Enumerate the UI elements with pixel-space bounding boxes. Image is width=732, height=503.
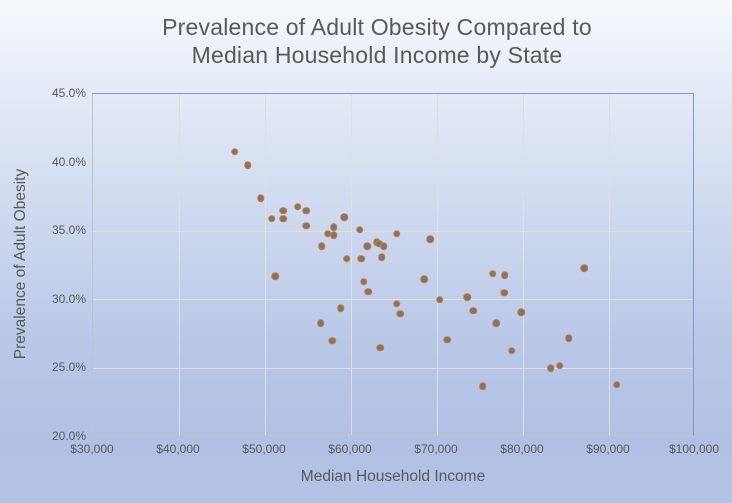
data-point-marker: [478, 382, 487, 390]
data-point-marker: [392, 300, 401, 308]
data-point-marker: [379, 242, 388, 251]
vertical-gridline: [522, 94, 524, 435]
data-point-marker: [302, 206, 311, 215]
x-axis-tick-label: $60,000: [328, 442, 372, 456]
data-point-marker: [317, 319, 325, 327]
data-point-marker: [546, 364, 555, 373]
data-point-marker: [330, 231, 338, 240]
horizontal-gridline: [93, 162, 693, 164]
x-axis-title: Median Household Income: [300, 468, 486, 485]
data-point-marker: [268, 215, 276, 223]
y-axis-tick-label: 25.0%: [51, 360, 86, 375]
data-point-marker: [435, 296, 444, 304]
x-axis-tick-label: $100,000: [668, 442, 720, 456]
data-point-marker: [517, 308, 526, 316]
data-point-marker: [318, 242, 326, 251]
data-point-marker: [279, 215, 287, 223]
data-point-marker: [279, 206, 287, 215]
data-point-marker: [469, 307, 477, 315]
data-point-marker: [355, 226, 364, 234]
horizontal-gridline: [93, 367, 693, 369]
chart-title-line-2: Median Household Income by State: [191, 42, 563, 68]
data-point-marker: [396, 309, 404, 318]
x-axis-tick-label: $80,000: [500, 442, 544, 456]
x-axis-tick-label: $50,000: [242, 442, 286, 456]
y-axis-title: Prevalence of Adult Obesity: [12, 168, 29, 360]
vertical-gridline: [436, 94, 438, 435]
data-point-marker: [580, 264, 588, 272]
horizontal-gridline: [93, 299, 693, 301]
data-point-marker: [443, 335, 452, 344]
vertical-gridline: [178, 94, 180, 435]
y-axis-tick-label: 45.0%: [51, 86, 86, 100]
data-point-marker: [500, 289, 508, 297]
data-point-marker: [357, 254, 366, 263]
chart-title-line-1: Prevalence of Adult Obesity Compared to: [162, 14, 592, 40]
data-point-marker: [420, 275, 428, 283]
chart-title: Prevalence of Adult Obesity Compared to …: [30, 13, 724, 69]
x-axis-tick-label: $30,000: [70, 442, 114, 456]
data-point-marker: [426, 235, 434, 244]
data-point-marker: [360, 278, 368, 286]
data-point-marker: [328, 337, 336, 345]
data-point-marker: [364, 287, 372, 296]
y-axis-tick-label: 35.0%: [51, 223, 86, 238]
y-axis-tick-label: 20.0%: [51, 429, 86, 443]
data-point-marker: [271, 272, 280, 281]
data-point-marker: [363, 242, 372, 251]
data-point-marker: [612, 381, 621, 389]
data-point-marker: [376, 344, 384, 352]
x-axis-tick-label: $90,000: [586, 442, 630, 456]
data-point-marker: [492, 319, 501, 327]
data-point-marker: [293, 202, 302, 211]
data-point-marker: [378, 253, 386, 262]
vertical-gridline: [264, 94, 266, 435]
x-axis-tick-label: $70,000: [414, 442, 458, 456]
data-point-marker: [244, 161, 252, 170]
data-point-marker: [564, 334, 573, 342]
data-point-marker: [340, 213, 348, 222]
data-point-marker: [392, 230, 401, 238]
data-point-marker: [302, 221, 311, 230]
vertical-gridline: [608, 94, 610, 435]
data-point-marker: [556, 361, 564, 370]
x-axis-tick-label: $40,000: [156, 442, 200, 456]
data-point-marker: [508, 346, 516, 355]
data-point-marker: [336, 304, 345, 312]
data-point-marker: [231, 147, 239, 156]
vertical-gridline: [350, 94, 352, 435]
plot-area: [92, 93, 694, 436]
data-point-marker: [256, 194, 265, 203]
y-axis-tick-label: 40.0%: [51, 154, 86, 169]
y-axis-tick-label: 30.0%: [51, 291, 86, 306]
data-point-marker: [489, 269, 497, 278]
data-point-marker: [501, 271, 509, 279]
data-point-marker: [342, 254, 351, 263]
data-point-marker: [463, 293, 471, 301]
data-point-marker: [330, 223, 338, 231]
